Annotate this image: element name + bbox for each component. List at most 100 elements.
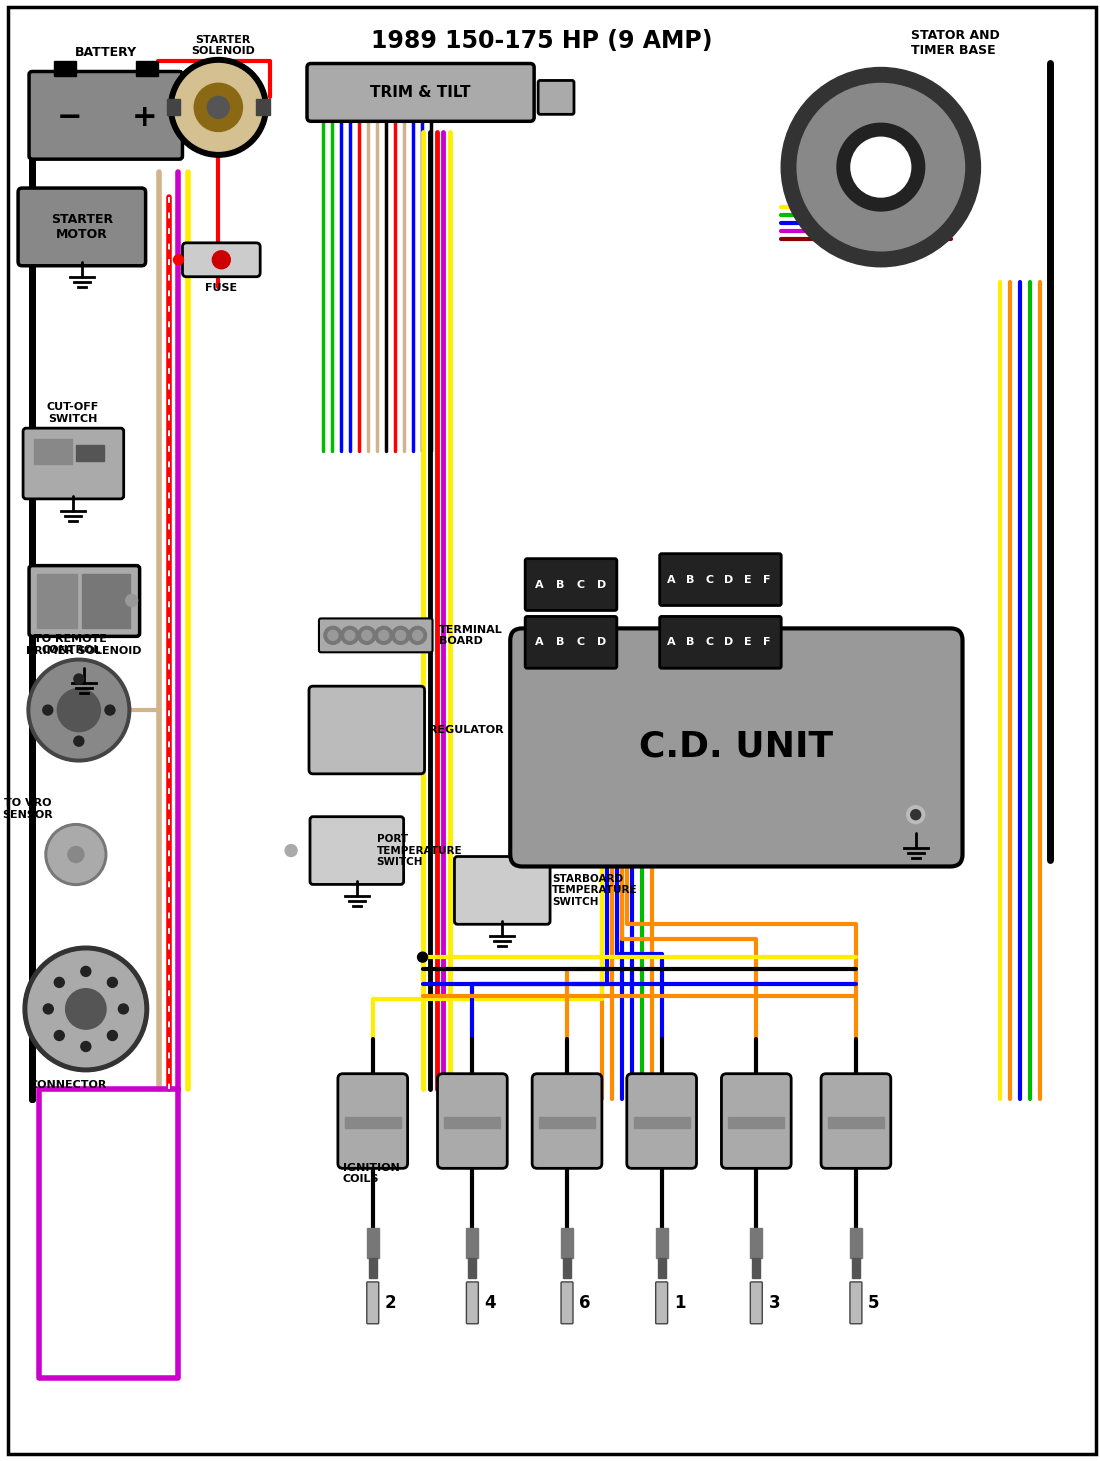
Text: A: A <box>668 637 675 647</box>
Circle shape <box>195 83 242 131</box>
Circle shape <box>362 630 372 640</box>
FancyBboxPatch shape <box>454 856 550 925</box>
Bar <box>469 1258 476 1278</box>
Bar <box>828 1116 883 1128</box>
Text: F: F <box>762 637 770 647</box>
Bar <box>256 99 271 115</box>
Text: C: C <box>576 637 585 647</box>
FancyBboxPatch shape <box>538 80 574 114</box>
Circle shape <box>212 251 230 269</box>
Text: PORT
TEMPERATURE
SWITCH: PORT TEMPERATURE SWITCH <box>376 834 462 868</box>
Circle shape <box>54 977 64 988</box>
Text: 5: 5 <box>868 1294 880 1312</box>
Bar <box>366 1229 378 1258</box>
Text: IGNITION
COILS: IGNITION COILS <box>343 1163 399 1183</box>
Circle shape <box>119 1004 129 1014</box>
Circle shape <box>358 627 376 644</box>
FancyBboxPatch shape <box>438 1074 507 1169</box>
Circle shape <box>81 1042 91 1052</box>
Text: E: E <box>744 574 751 584</box>
Bar <box>81 574 130 628</box>
Circle shape <box>43 1004 53 1014</box>
Circle shape <box>31 662 126 758</box>
FancyBboxPatch shape <box>532 1074 602 1169</box>
Text: REGULATOR: REGULATOR <box>429 725 503 735</box>
Circle shape <box>906 805 925 824</box>
FancyBboxPatch shape <box>750 1281 762 1324</box>
FancyBboxPatch shape <box>309 687 425 774</box>
FancyBboxPatch shape <box>319 618 432 652</box>
FancyBboxPatch shape <box>510 628 962 866</box>
Circle shape <box>168 57 268 158</box>
FancyBboxPatch shape <box>656 1281 668 1324</box>
Circle shape <box>45 824 107 885</box>
Circle shape <box>57 688 100 732</box>
Bar <box>850 1229 862 1258</box>
FancyBboxPatch shape <box>310 817 404 884</box>
Text: C: C <box>576 580 585 590</box>
Circle shape <box>328 630 338 640</box>
Bar <box>37 574 77 628</box>
Circle shape <box>341 627 359 644</box>
FancyBboxPatch shape <box>850 1281 862 1324</box>
Text: B: B <box>556 580 564 590</box>
FancyBboxPatch shape <box>366 1281 378 1324</box>
Text: TO VRO
SENSOR: TO VRO SENSOR <box>2 798 54 820</box>
Circle shape <box>74 674 84 684</box>
Text: D: D <box>724 637 733 647</box>
Bar <box>345 1116 400 1128</box>
Text: TRIM & TILT: TRIM & TILT <box>371 85 471 99</box>
Bar <box>76 446 103 462</box>
Text: FUSE: FUSE <box>206 282 238 292</box>
Text: STATOR AND
TIMER BASE: STATOR AND TIMER BASE <box>911 29 1000 57</box>
FancyBboxPatch shape <box>23 428 123 498</box>
Text: D: D <box>597 637 606 647</box>
Circle shape <box>43 706 53 714</box>
Circle shape <box>851 137 911 197</box>
Bar <box>658 1258 666 1278</box>
FancyBboxPatch shape <box>29 72 183 159</box>
Text: B: B <box>686 574 695 584</box>
Text: E: E <box>744 637 751 647</box>
Text: 1989 150-175 HP (9 AMP): 1989 150-175 HP (9 AMP) <box>372 29 713 53</box>
Bar <box>368 1258 376 1278</box>
Circle shape <box>392 627 409 644</box>
Text: STARTER
SOLENOID: STARTER SOLENOID <box>191 35 255 57</box>
Circle shape <box>798 83 965 251</box>
FancyBboxPatch shape <box>627 1074 696 1169</box>
FancyBboxPatch shape <box>660 554 781 605</box>
Circle shape <box>396 630 406 640</box>
Circle shape <box>74 736 84 747</box>
Circle shape <box>48 827 103 882</box>
Text: PRIMER SOLENOID: PRIMER SOLENOID <box>26 646 142 656</box>
Text: C: C <box>705 637 714 647</box>
FancyBboxPatch shape <box>183 243 261 276</box>
Bar <box>634 1116 690 1128</box>
Bar <box>135 60 157 76</box>
Bar <box>444 1116 500 1128</box>
Bar <box>54 60 76 76</box>
Text: −: − <box>57 102 82 131</box>
Circle shape <box>175 63 262 150</box>
Circle shape <box>345 630 355 640</box>
FancyBboxPatch shape <box>722 1074 791 1169</box>
FancyBboxPatch shape <box>660 617 781 668</box>
Text: B: B <box>686 637 695 647</box>
Text: 1: 1 <box>674 1294 685 1312</box>
Bar <box>34 440 72 465</box>
Circle shape <box>408 627 427 644</box>
FancyBboxPatch shape <box>466 1281 478 1324</box>
Bar <box>539 1116 595 1128</box>
Circle shape <box>412 630 422 640</box>
Circle shape <box>104 706 114 714</box>
Circle shape <box>323 627 342 644</box>
FancyBboxPatch shape <box>821 1074 891 1169</box>
Circle shape <box>911 809 921 820</box>
Circle shape <box>28 659 131 761</box>
Text: +: + <box>132 102 157 131</box>
Circle shape <box>174 254 184 264</box>
Circle shape <box>108 977 118 988</box>
Circle shape <box>285 844 297 856</box>
Circle shape <box>66 989 106 1029</box>
FancyBboxPatch shape <box>338 1074 408 1169</box>
